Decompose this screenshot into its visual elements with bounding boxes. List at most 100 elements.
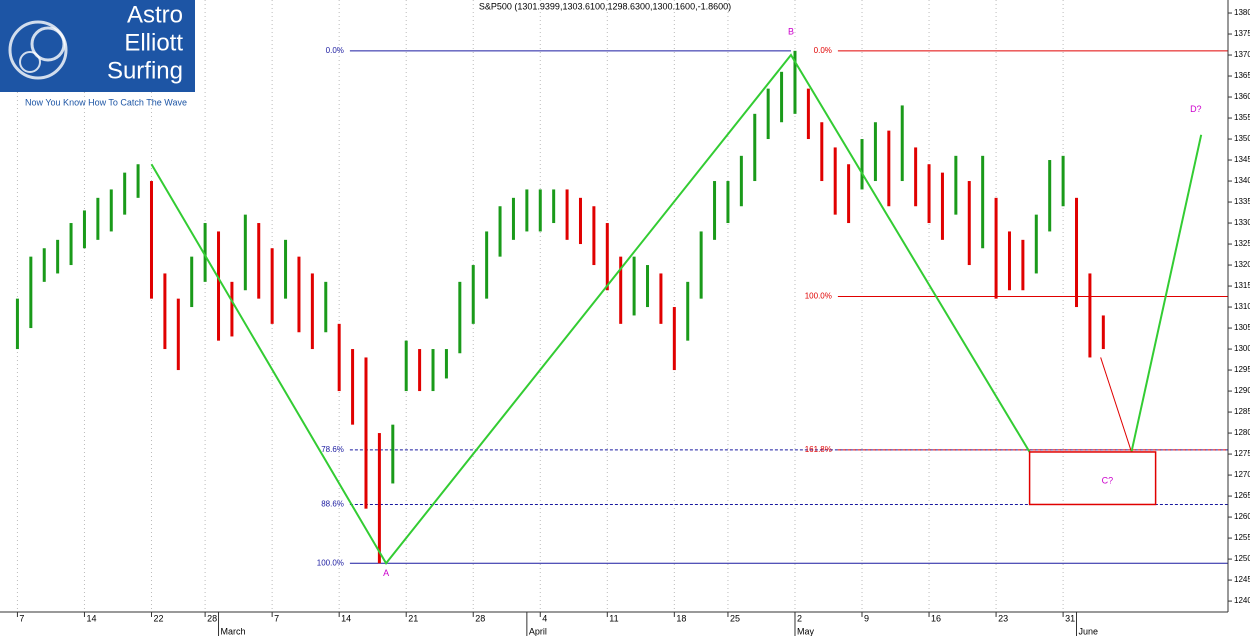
logo-text: Astro [127, 1, 183, 28]
y-tick-label: 1355 [1234, 113, 1250, 122]
price-bar [485, 231, 489, 299]
y-tick-label: 1340 [1234, 176, 1250, 185]
y-tick-label: 1240 [1234, 596, 1250, 605]
price-bar [377, 433, 381, 564]
price-bar [552, 189, 556, 224]
price-bar [351, 349, 355, 425]
wave-line [1100, 357, 1132, 453]
logo-swirl [8, 20, 68, 80]
price-bar [324, 281, 328, 333]
price-bar [699, 231, 703, 299]
y-tick-label: 1380 [1234, 8, 1250, 17]
month-label: May [797, 626, 815, 636]
logo-text: Surfing [107, 57, 183, 84]
price-bar [766, 88, 770, 140]
price-bar [364, 357, 368, 509]
price-bar [914, 147, 918, 207]
price-bar [525, 189, 529, 232]
price-bar [203, 223, 207, 282]
price-bar [927, 164, 931, 224]
price-bar [1075, 197, 1079, 308]
price-bar [954, 155, 958, 215]
price-bar [726, 181, 730, 224]
x-tick-label: 14 [86, 613, 96, 623]
x-tick-label: 14 [341, 613, 351, 623]
price-bar [981, 155, 985, 249]
price-bar [431, 349, 435, 392]
y-tick-label: 1255 [1234, 533, 1250, 542]
y-tick-label: 1335 [1234, 197, 1250, 206]
wave-line [1130, 134, 1203, 453]
price-bar [672, 307, 676, 371]
price-bar [391, 424, 395, 484]
price-bar [418, 349, 422, 392]
price-bar [940, 172, 944, 240]
y-tick-label: 1350 [1234, 134, 1250, 143]
price-bar [404, 340, 408, 392]
price-bar [190, 256, 194, 308]
fib-label: 88.6% [321, 500, 344, 509]
fib-label: 0.0% [814, 46, 832, 55]
price-bar [887, 130, 891, 207]
price-bar [1007, 231, 1011, 291]
price-bar [1048, 160, 1052, 232]
fib-label: 100.0% [317, 558, 344, 567]
price-bar [163, 273, 167, 350]
price-bar [659, 273, 663, 324]
price-bar [123, 172, 127, 215]
price-bar [780, 71, 784, 123]
price-bar [217, 231, 221, 341]
y-tick-label: 1325 [1234, 239, 1250, 248]
wave-label: B [788, 26, 794, 36]
x-tick-label: 7 [274, 613, 279, 623]
price-bar [42, 248, 46, 282]
y-tick-label: 1370 [1234, 50, 1250, 59]
y-tick-label: 1265 [1234, 491, 1250, 500]
price-bar [243, 214, 247, 291]
price-bar [310, 273, 314, 350]
x-tick-label: 9 [864, 613, 869, 623]
y-tick-label: 1260 [1234, 512, 1250, 521]
price-bar [1088, 273, 1092, 358]
price-bar [136, 164, 140, 198]
x-tick-label: 31 [1065, 613, 1075, 623]
fib-label: 78.6% [321, 445, 344, 454]
y-tick-label: 1245 [1234, 575, 1250, 584]
x-tick-label: 28 [207, 613, 217, 623]
price-bar [833, 147, 837, 215]
y-tick-label: 1250 [1234, 554, 1250, 563]
price-bar [458, 281, 462, 354]
y-tick-label: 1295 [1234, 365, 1250, 374]
wave-label: A [383, 568, 389, 578]
y-tick-label: 1365 [1234, 71, 1250, 80]
y-tick-label: 1375 [1234, 29, 1250, 38]
price-bar [860, 139, 864, 190]
x-tick-label: 7 [19, 613, 24, 623]
price-bar [471, 265, 475, 324]
month-label: March [221, 626, 246, 636]
price-bar [29, 256, 33, 329]
y-tick-label: 1290 [1234, 386, 1250, 395]
y-tick-label: 1345 [1234, 155, 1250, 164]
price-bar [847, 164, 851, 224]
logo-tagline: Now You Know How To Catch The Wave [25, 97, 187, 107]
price-bar [793, 50, 797, 114]
price-bar [511, 197, 515, 240]
wave-label: C? [1102, 476, 1114, 486]
price-bar [1034, 214, 1038, 274]
price-bar [873, 122, 877, 182]
y-tick-label: 1285 [1234, 407, 1250, 416]
price-bar [820, 122, 824, 182]
price-bar [1061, 155, 1065, 207]
plot: 7 14 22 28 7 14 21 28 4 11 18 25 2 9 16 23 31 March April M… [15, 0, 1250, 636]
price-bar [806, 88, 810, 140]
x-tick-label: 4 [542, 613, 547, 623]
x-tick-label: 25 [730, 613, 740, 623]
price-bar [257, 223, 261, 299]
price-bar [632, 256, 636, 316]
price-bar [109, 189, 113, 232]
price-bar [538, 189, 542, 232]
price-bar [739, 155, 743, 207]
price-bar [967, 181, 971, 266]
